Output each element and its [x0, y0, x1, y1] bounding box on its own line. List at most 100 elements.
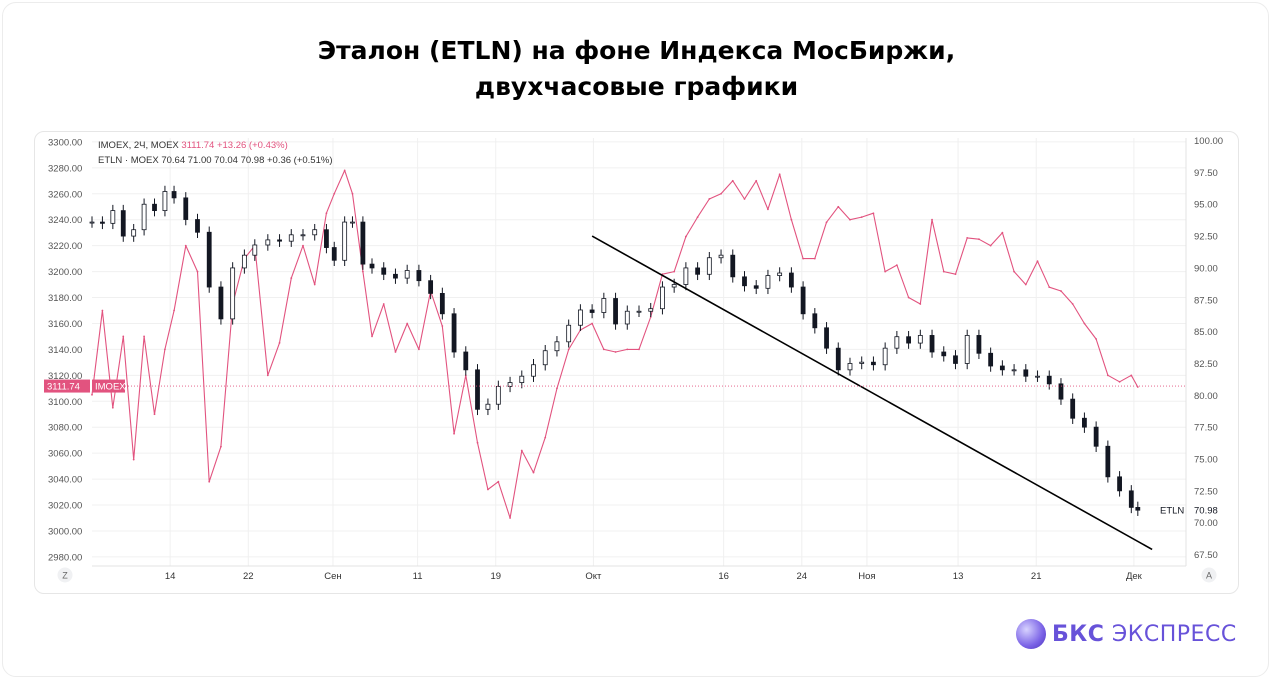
left-tick-label: 3120.00: [48, 371, 82, 382]
left-tick-label: 3200.00: [48, 267, 82, 278]
imoex-name-badge-label: IMOEX: [95, 382, 126, 393]
etln-candle: [360, 216, 366, 270]
etln-candle-body: [671, 284, 677, 288]
imoex-point: [1083, 322, 1086, 325]
left-tick-label: 2980.00: [48, 552, 82, 563]
etln-candle-body: [230, 267, 236, 320]
imoex-point: [153, 413, 156, 416]
imoex-point: [989, 244, 992, 247]
imoex-point: [790, 218, 793, 221]
etln-candle-body: [847, 363, 853, 371]
etln-candle-body: [953, 355, 958, 364]
etln-candle: [241, 249, 247, 274]
etln-candle-body: [110, 210, 116, 224]
imoex-point: [966, 236, 969, 239]
etln-candle-body: [812, 313, 818, 329]
etln-candle-body: [589, 309, 595, 313]
etln-candle: [765, 269, 771, 295]
etln-candle: [929, 329, 935, 358]
imoex-point: [476, 441, 479, 444]
etln-candle: [871, 356, 876, 371]
etln-candle: [882, 342, 888, 371]
etln-candle-body: [964, 335, 970, 364]
imoex-point: [278, 342, 281, 344]
imoex-point: [556, 387, 558, 390]
etln-candle: [1128, 485, 1134, 514]
imoex-point: [1048, 286, 1051, 289]
right-tick-label: 72.50: [1194, 486, 1218, 497]
etln-candle-body: [162, 191, 168, 212]
time-tick-label: 13: [953, 571, 964, 582]
right-tick-label: 95.00: [1194, 200, 1218, 211]
etln-candle: [381, 262, 387, 281]
auto-scale-left-button-label: Z: [62, 571, 68, 581]
etln-candle-body: [601, 298, 607, 313]
etln-candle: [648, 302, 654, 317]
etln-candle-body: [350, 221, 355, 224]
imoex-point: [497, 480, 500, 483]
left-tick-label: 3240.00: [48, 215, 82, 226]
auto-scale-right-button[interactable]: [1201, 567, 1217, 583]
etln-candle: [706, 252, 712, 281]
etln-candle: [277, 234, 282, 247]
etln-candle-body: [1117, 476, 1122, 492]
etln-candle: [162, 185, 168, 217]
etln-candle-body: [1105, 445, 1111, 478]
imoex-point: [196, 270, 199, 273]
right-tick-label: 92.50: [1194, 232, 1218, 243]
left-tick-label: 3280.00: [48, 163, 82, 174]
etln-candle-body: [894, 336, 900, 349]
chart-panel[interactable]: [34, 131, 1239, 594]
etln-candle-body: [428, 280, 434, 294]
imoex-point: [122, 335, 125, 338]
etln-candle-body: [906, 336, 911, 344]
etln-candle-body: [288, 234, 294, 242]
left-tick-label: 3260.00: [48, 189, 82, 200]
etln-candle-body: [917, 335, 923, 344]
etln-candle-body: [648, 308, 654, 312]
brand-text-rest: ЭКСПРЕСС: [1104, 621, 1237, 647]
imoex-point: [884, 270, 887, 273]
etln-candle-body: [1128, 490, 1134, 508]
legend-imoex-values: 3111.74 +13.26 (+0.43%): [181, 140, 288, 151]
imoex-point: [907, 296, 910, 299]
etln-candle: [577, 304, 583, 331]
etln-candle: [589, 304, 595, 319]
brand-text: БКС ЭКСПРЕСС: [1052, 622, 1237, 647]
etln-candle: [742, 271, 747, 292]
etln-candle: [800, 281, 806, 320]
etln-candle-body: [624, 310, 630, 325]
etln-candle-body: [206, 231, 212, 288]
etln-candle-body: [381, 267, 387, 275]
etln-candle: [183, 192, 189, 226]
right-tick-label: 87.50: [1194, 295, 1218, 306]
etln-candle: [812, 308, 818, 334]
etln-candle-body: [495, 385, 501, 405]
imoex-point: [978, 238, 980, 241]
imoex-point: [673, 270, 676, 273]
auto-scale-left-button[interactable]: [57, 567, 73, 583]
etln-candle: [906, 330, 911, 349]
etln-candle-body: [636, 310, 642, 313]
etln-candle: [369, 258, 375, 274]
etln-candle: [976, 329, 982, 360]
etln-candle-body: [1023, 369, 1029, 377]
etln-candle: [475, 364, 480, 416]
left-tick-label: 3140.00: [48, 345, 82, 356]
etln-candle: [495, 380, 501, 410]
imoex-point: [919, 303, 922, 305]
etln-candle-body: [765, 275, 771, 289]
etln-candle: [953, 350, 958, 370]
etln-candle-body: [800, 286, 806, 315]
etln-candle: [288, 229, 294, 247]
imoex-price-badge-label: 3111.74: [47, 382, 80, 393]
etln-candle: [753, 280, 759, 295]
series-imoex: [91, 169, 1139, 519]
trendline-line: [591, 235, 1153, 551]
brand-text-bold: БКС: [1052, 621, 1105, 647]
imoex-point: [954, 273, 957, 276]
etln-candle-body: [171, 191, 177, 199]
etln-candle: [624, 305, 630, 330]
